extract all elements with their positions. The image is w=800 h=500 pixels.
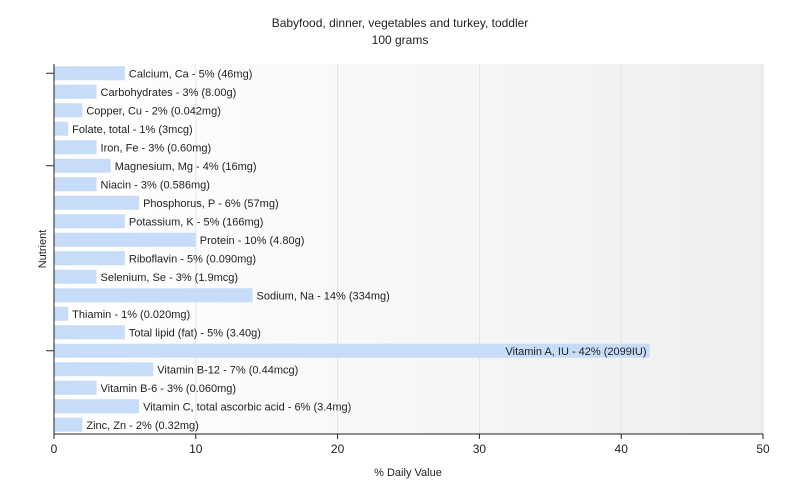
bar-label: Vitamin B-6 - 3% (0.060mg) — [101, 383, 237, 395]
bars — [54, 66, 650, 432]
y-axis-ticks — [46, 72, 54, 352]
x-axis-title: % Daily Value — [374, 467, 442, 479]
bar — [54, 362, 154, 377]
bar — [54, 195, 140, 210]
plot-area — [54, 64, 763, 434]
bar-label: Sodium, Na - 14% (334mg) — [257, 290, 390, 302]
chart-title: Babyfood, dinner, vegetables and turkey,… — [272, 16, 529, 30]
bar-label: Magnesium, Mg - 4% (16mg) — [115, 161, 257, 173]
x-tick-label: 30 — [473, 442, 487, 456]
x-tick-label: 50 — [756, 442, 770, 456]
bar — [54, 325, 125, 340]
bar-label: Calcium, Ca - 5% (46mg) — [129, 68, 252, 80]
bar — [54, 177, 97, 192]
bar-label: Niacin - 3% (0.586mg) — [101, 179, 210, 191]
bar — [54, 251, 125, 266]
bar-label: Vitamin B-12 - 7% (0.44mcg) — [157, 364, 298, 376]
bar-labels: Calcium, Ca - 5% (46mg) Carbohydrates - 3… — [72, 68, 646, 432]
bar-label: Phosphorus, P - 6% (57mg) — [143, 198, 279, 210]
bar — [54, 121, 69, 136]
bar-label: Vitamin C, total ascorbic acid - 6% (3.4… — [143, 401, 351, 413]
bar — [54, 214, 125, 229]
y-axis-title: Nutrient — [37, 230, 49, 269]
bar-label: Copper, Cu - 2% (0.042mg) — [86, 105, 221, 117]
chart-subtitle: 100 grams — [372, 33, 429, 47]
bar-label: Folate, total - 1% (3mcg) — [72, 124, 192, 136]
bar-label: Protein - 10% (4.80g) — [200, 235, 305, 247]
bar-label: Iron, Fe - 3% (0.60mg) — [101, 142, 212, 154]
bar-label: Total lipid (fat) - 5% (3.40g) — [129, 327, 261, 339]
bar — [54, 269, 97, 284]
bar-label: Zinc, Zn - 2% (0.32mg) — [86, 420, 198, 432]
bar — [54, 140, 97, 155]
x-tick-label: 10 — [189, 442, 203, 456]
bar — [54, 232, 196, 247]
bar — [54, 66, 125, 81]
bar — [54, 306, 69, 321]
bar — [54, 399, 140, 414]
x-tick-label: 0 — [51, 442, 58, 456]
bar-label: Thiamin - 1% (0.020mg) — [72, 309, 190, 321]
bar — [54, 417, 83, 432]
x-tick-label: 40 — [615, 442, 629, 456]
bar — [54, 343, 650, 358]
bar — [54, 84, 97, 99]
bar-label: Vitamin A, IU - 42% (2099IU) — [506, 346, 647, 358]
bar — [54, 103, 83, 118]
x-axis-ticks: 0 10 20 30 40 50 — [51, 434, 770, 456]
x-tick-label: 20 — [331, 442, 345, 456]
bar-label: Selenium, Se - 3% (1.9mcg) — [101, 272, 239, 284]
bar — [54, 158, 111, 173]
bar — [54, 288, 253, 303]
gridlines — [195, 64, 764, 434]
bar — [54, 380, 97, 395]
bar-label: Carbohydrates - 3% (8.00g) — [101, 87, 237, 99]
bar-label: Riboflavin - 5% (0.090mg) — [129, 253, 256, 265]
bar-label: Potassium, K - 5% (166mg) — [129, 216, 264, 228]
